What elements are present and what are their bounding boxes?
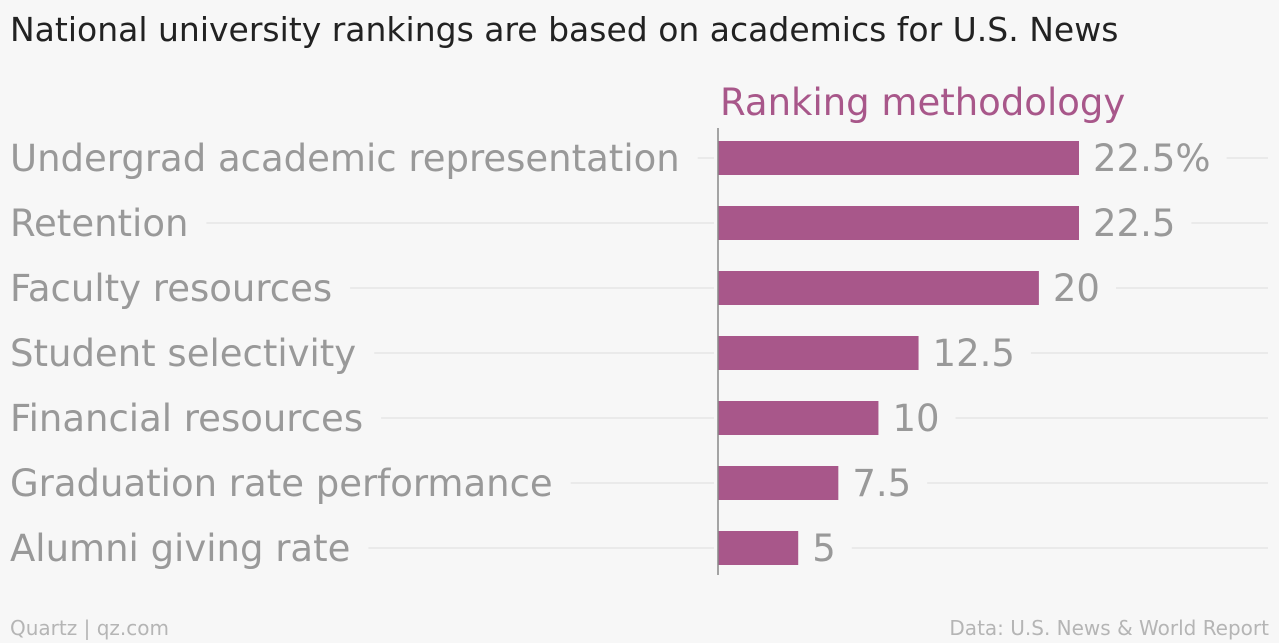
value-label: 7.5: [852, 462, 911, 505]
value-label: 12.5: [933, 332, 1015, 375]
category-label: Undergrad academic representation: [10, 137, 680, 180]
value-label: 10: [892, 397, 939, 440]
series-heading: Ranking methodology: [720, 81, 1125, 124]
bar: [718, 531, 799, 565]
bar: [718, 206, 1079, 240]
category-label: Student selectivity: [10, 332, 356, 375]
chart-title: National university rankings are based o…: [10, 10, 1119, 49]
value-label: 20: [1053, 267, 1100, 310]
bar: [718, 141, 1079, 175]
category-label: Faculty resources: [10, 267, 332, 310]
category-label: Alumni giving rate: [10, 527, 350, 570]
value-label: 22.5%: [1093, 137, 1211, 180]
category-label: Graduation rate performance: [10, 462, 553, 505]
footer-credit: Quartz | qz.com: [10, 616, 169, 640]
footer-source: Data: U.S. News & World Report: [949, 616, 1269, 640]
value-label: 22.5: [1093, 202, 1175, 245]
bar: [718, 271, 1039, 305]
bar: [718, 401, 879, 435]
category-label: Retention: [10, 202, 188, 245]
category-label: Financial resources: [10, 397, 363, 440]
bar: [718, 466, 839, 500]
value-label: 5: [812, 527, 836, 570]
bar: [718, 336, 919, 370]
